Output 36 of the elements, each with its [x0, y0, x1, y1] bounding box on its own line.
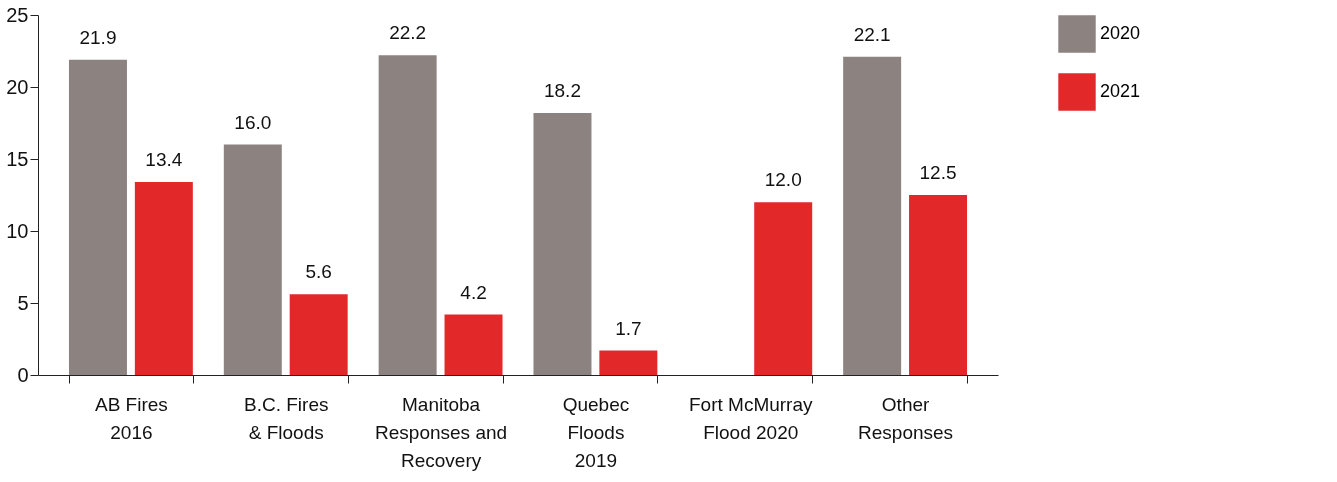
- x-tick-label: Quebec Floods 2019: [562, 393, 630, 471]
- y-tick-label: 15: [6, 147, 29, 170]
- data-label: 16.0: [234, 111, 272, 133]
- data-label: 12.5: [919, 162, 957, 183]
- y-tick-label: 0: [17, 363, 29, 386]
- bar: [533, 112, 592, 375]
- data-label: 18.2: [543, 79, 581, 101]
- x-tick-label: Manitoba Responses and Recovery: [375, 393, 508, 471]
- data-label: 4.2: [460, 281, 487, 303]
- x-tick-label: B.C. Fires & Floods: [244, 393, 329, 443]
- bar: [68, 59, 127, 375]
- data-label: 13.4: [145, 149, 183, 171]
- data-label: 1.7: [615, 317, 642, 339]
- bar: [754, 202, 813, 375]
- bar: [444, 314, 503, 375]
- x-tick-label: Fort McMurray Flood 2020: [689, 393, 814, 443]
- x-tick-label: AB Fires 2016: [94, 393, 168, 443]
- data-label: 22.2: [389, 22, 427, 44]
- y-tick-label: 20: [6, 75, 29, 98]
- y-tick-label: 10: [6, 219, 29, 242]
- data-label: 5.6: [305, 261, 332, 283]
- bar: [599, 350, 658, 375]
- bar: [223, 144, 282, 375]
- x-tick-label: Other Responses: [858, 393, 954, 443]
- y-tick-label: 5: [17, 291, 29, 314]
- data-label: 21.9: [79, 26, 117, 48]
- y-tick-label: 25: [6, 3, 29, 26]
- legend-label: 2021: [1100, 81, 1141, 101]
- bar: [909, 195, 968, 375]
- data-label: 12.0: [764, 169, 802, 191]
- bar: [289, 294, 348, 375]
- bar: [378, 55, 437, 375]
- legend-label: 2020: [1100, 23, 1141, 43]
- bar: [134, 182, 193, 375]
- data-label: 22.1: [853, 23, 891, 45]
- bar: [843, 56, 902, 375]
